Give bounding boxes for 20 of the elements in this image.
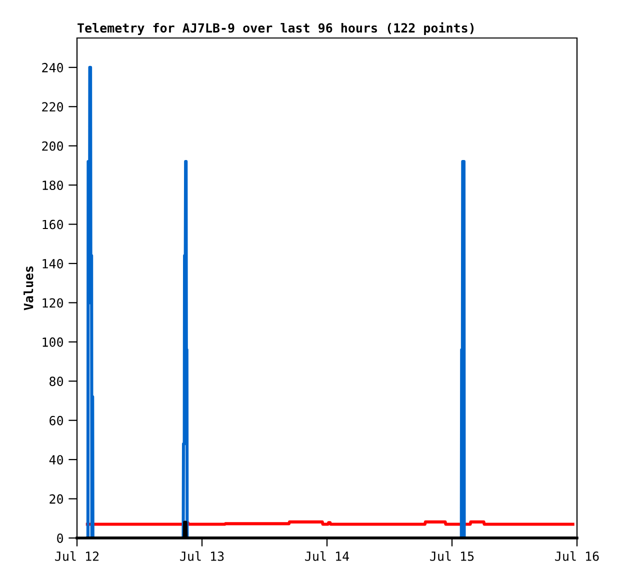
x-tick-label: Jul 14 bbox=[305, 551, 349, 561]
y-tick-label: 140 bbox=[42, 258, 63, 268]
y-axis-title: Values bbox=[24, 266, 34, 310]
x-tick-label: Jul 12 bbox=[55, 551, 99, 561]
y-tick-label: 80 bbox=[50, 376, 63, 386]
y-tick-label: 200 bbox=[42, 141, 63, 151]
y-tick-label: 180 bbox=[42, 180, 63, 190]
y-tick-label: 20 bbox=[50, 494, 63, 504]
y-tick-label: 120 bbox=[42, 298, 63, 308]
y-tick-label: 100 bbox=[42, 337, 63, 347]
y-tick-label: 220 bbox=[42, 102, 63, 112]
x-tick-label: Jul 15 bbox=[430, 551, 474, 561]
chart-title: Telemetry for AJ7LB-9 over last 96 hours (122 points) bbox=[78, 22, 474, 36]
y-tick-label: 240 bbox=[42, 62, 63, 72]
y-tick-label: 60 bbox=[50, 416, 63, 426]
y-tick-label: 0 bbox=[57, 534, 63, 543]
x-tick-label: Jul 16 bbox=[555, 551, 599, 561]
y-tick-label: 160 bbox=[42, 220, 63, 230]
y-tick-label: 40 bbox=[49, 455, 63, 465]
x-tick-label: Jul 13 bbox=[180, 551, 224, 561]
